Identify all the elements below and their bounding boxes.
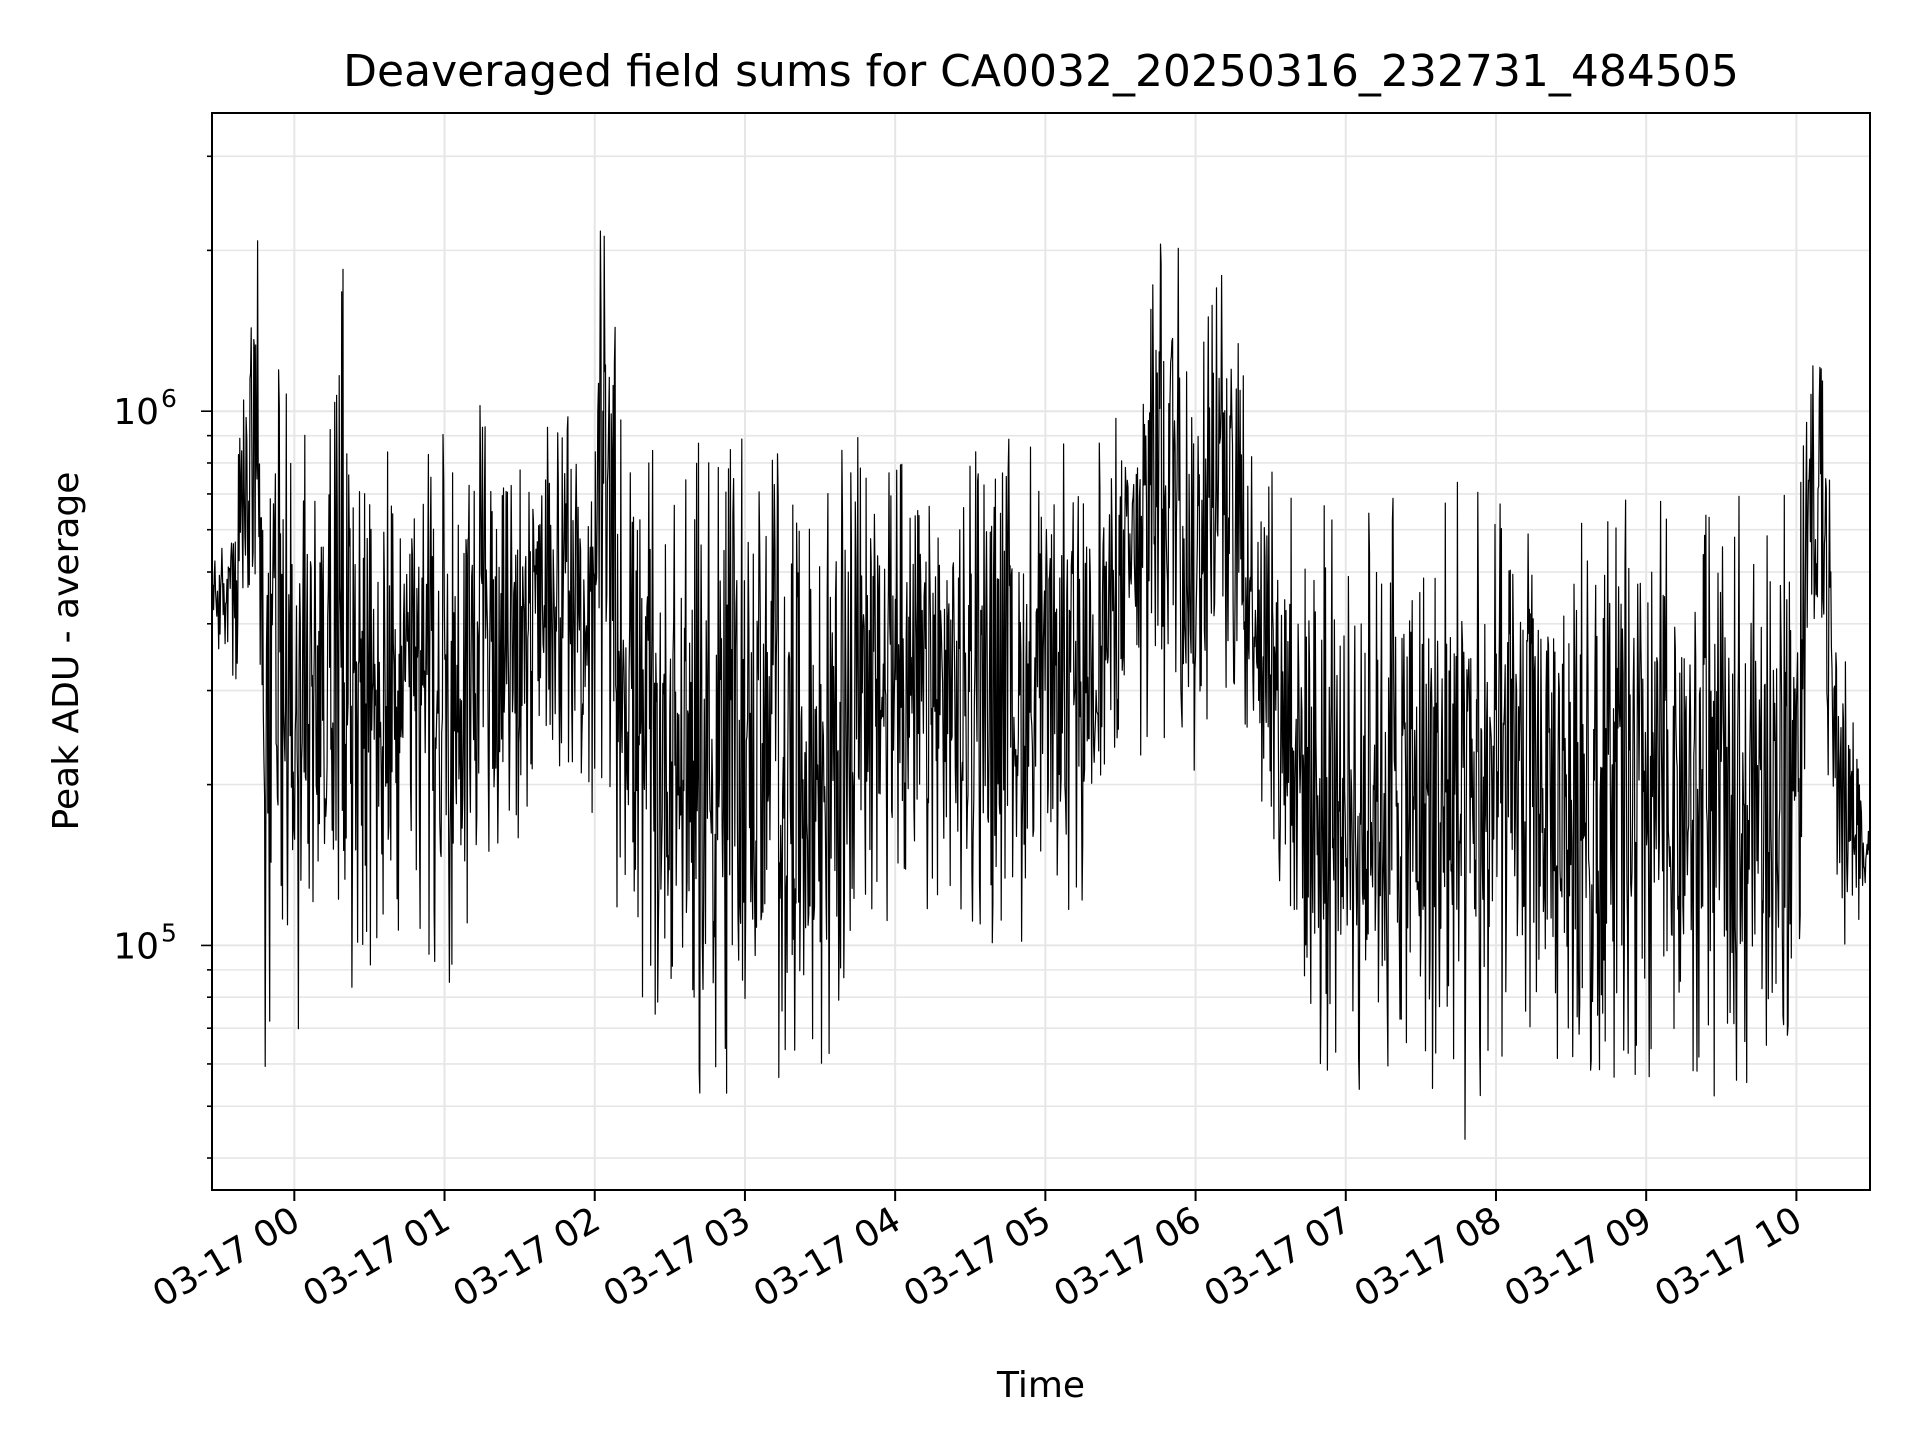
plot-frame xyxy=(211,112,1871,1191)
x-tick-label: 03-17 06 xyxy=(1047,1199,1208,1315)
x-tick-label: 03-17 08 xyxy=(1348,1199,1509,1315)
y-tick-label-base: 10 xyxy=(113,392,159,433)
x-tick-label: 03-17 04 xyxy=(747,1199,908,1315)
grid xyxy=(213,114,1869,1189)
chart-title: Deaveraged field sums for CA0032_2025031… xyxy=(343,46,1739,97)
y-tick-label-exponent: 5 xyxy=(161,918,177,947)
x-tick-label: 03-17 07 xyxy=(1198,1199,1359,1315)
x-tick-label: 03-17 01 xyxy=(296,1199,457,1315)
x-axis-label: Time xyxy=(996,1365,1085,1406)
y-tick-label-base: 10 xyxy=(113,926,159,967)
y-axis-label: Peak ADU - average xyxy=(46,472,87,831)
x-tick-label: 03-17 09 xyxy=(1498,1199,1659,1315)
series-line xyxy=(212,230,1870,1140)
y-tick-label-exponent: 6 xyxy=(161,384,177,413)
x-tick-label: 03-17 10 xyxy=(1648,1199,1809,1315)
x-tick-label: 03-17 05 xyxy=(897,1199,1058,1315)
series-layer xyxy=(212,230,1870,1140)
x-tick-label: 03-17 03 xyxy=(597,1199,758,1315)
x-tick-label: 03-17 00 xyxy=(146,1199,307,1315)
x-tick-label: 03-17 02 xyxy=(447,1199,608,1315)
